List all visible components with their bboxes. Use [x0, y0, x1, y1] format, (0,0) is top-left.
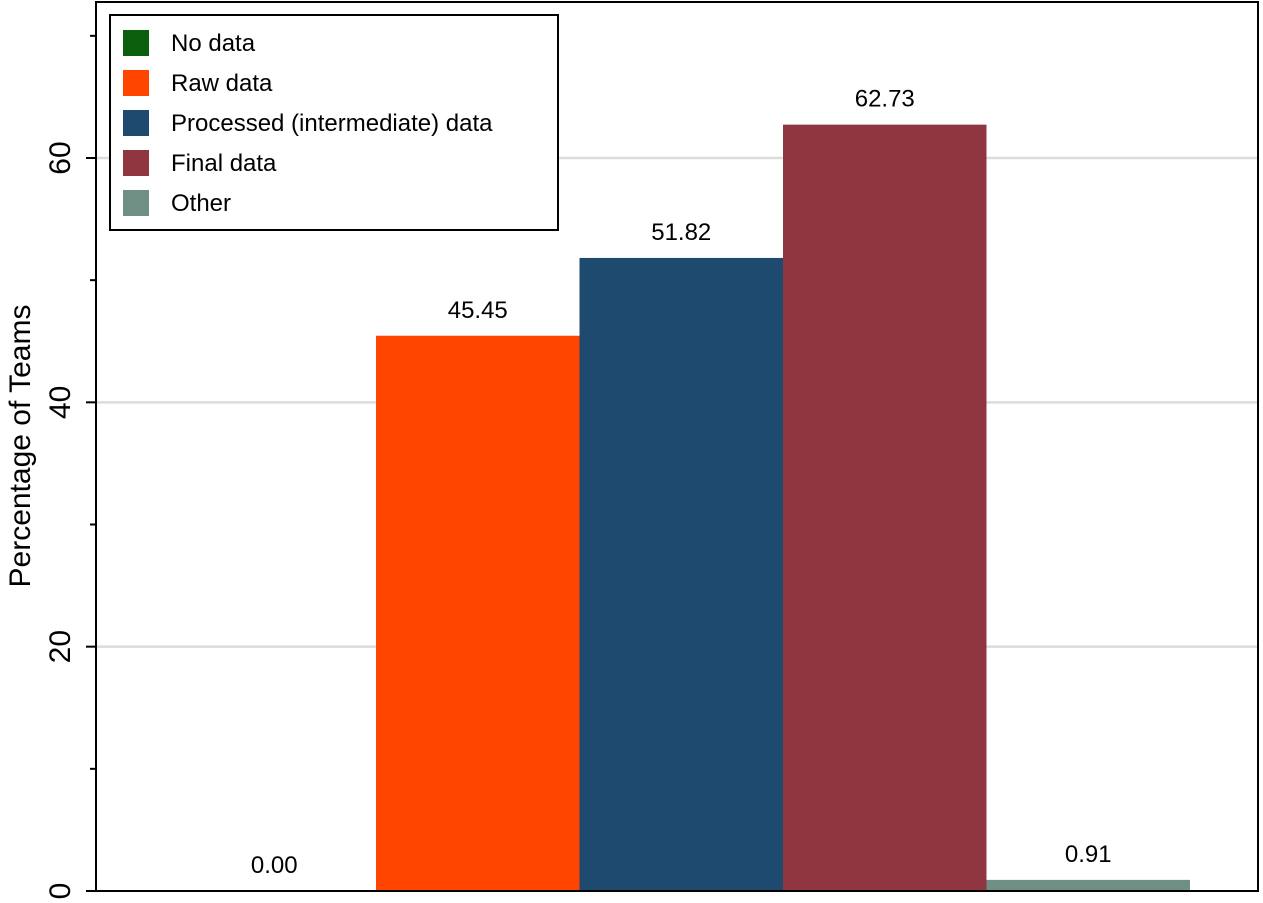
bar-processed-intermediate-data: [579, 257, 783, 891]
legend-box: [109, 14, 559, 231]
bar-raw-data: [376, 335, 580, 891]
legend-label-no-data: No data: [171, 30, 256, 57]
y-tick-label: 20: [44, 630, 77, 663]
legend-label-processed-intermediate-data: Processed (intermediate) data: [171, 110, 493, 137]
data-label-processed-intermediate-data: 51.82: [651, 219, 711, 246]
data-label-raw-data: 45.45: [448, 297, 508, 324]
data-label-other: 0.91: [1065, 841, 1112, 868]
legend-swatch-final-data: [123, 150, 149, 176]
y-tick-label: 40: [44, 386, 77, 419]
bars: [376, 124, 1190, 891]
y-axis-title: Percentage of Teams: [4, 305, 37, 588]
y-axis: 0 20 40 60: [44, 34, 96, 900]
bar-other: [986, 879, 1190, 891]
bar-final-data: [783, 124, 987, 891]
y-tick-label: 0: [44, 883, 77, 900]
legend-label-raw-data: Raw data: [171, 70, 273, 97]
legend-swatch-other: [123, 190, 149, 216]
y-tick-label: 60: [44, 141, 77, 174]
legend-swatch-raw-data: [123, 70, 149, 96]
plot-frame: [95, 1, 1259, 892]
legend-swatch-processed-intermediate-data: [123, 110, 149, 136]
legend: No data Raw data Processed (intermediate) …: [109, 14, 559, 231]
data-label-no-data: 0.00: [251, 852, 298, 879]
legend-label-final-data: Final data: [171, 150, 277, 177]
legend-label-other: Other: [171, 190, 231, 217]
legend-swatch-no-data: [123, 30, 149, 56]
data-label-final-data: 62.73: [855, 86, 915, 113]
data-labels: 0.00 45.45 51.82 62.73 0.91: [251, 86, 1112, 879]
